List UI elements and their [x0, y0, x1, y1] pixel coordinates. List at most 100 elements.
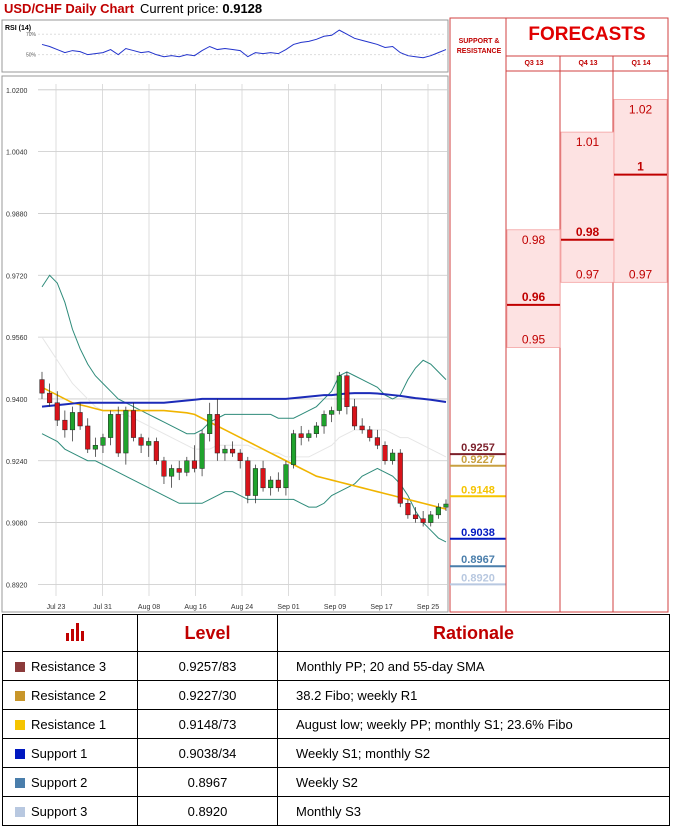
forecast-mid-label: 0.96 [522, 290, 546, 304]
y-tick-label: 0.9240 [6, 459, 28, 466]
row-name: Resistance 3 [31, 658, 107, 674]
candle-body [69, 412, 76, 431]
resistance-3-swatch [15, 661, 25, 672]
forecast-frame [505, 17, 669, 613]
candle-body [290, 433, 297, 465]
sma-100-line [41, 392, 447, 408]
forecasts-title: FORECASTS [528, 24, 646, 45]
candle-body [359, 425, 365, 431]
y-tick-label: 1.0200 [6, 88, 28, 95]
rsi-level-label: 50% [26, 53, 37, 59]
row-name: Resistance 1 [31, 716, 107, 732]
current-price: Current price: 0.9128 [140, 1, 262, 16]
x-tick-label: Jul 31 [93, 604, 112, 611]
row-rationale: Weekly S2 [277, 767, 670, 797]
candle-body [260, 468, 266, 489]
candle-body [397, 452, 403, 504]
support-resistance-header: SUPPORT & RESISTANCE [456, 38, 502, 55]
x-tick-label: Aug 08 [138, 604, 160, 611]
candle-body [374, 437, 380, 446]
sr-level-label: 0.8967 [461, 554, 495, 566]
table-row: Resistance 3 0.9257/83 Monthly PP; 20 an… [2, 651, 670, 681]
row-level: 0.9227/30 [137, 680, 278, 710]
forecast-low-label: 0.97 [629, 267, 653, 281]
x-tick-label: Sep 17 [370, 604, 392, 611]
support-3-swatch [15, 806, 25, 817]
table-header-level: Level [137, 614, 278, 652]
candle-body [245, 460, 251, 496]
row-rationale: Monthly S3 [277, 796, 670, 826]
x-tick-label: Aug 16 [184, 604, 206, 611]
rsi-line [41, 29, 447, 59]
rsi-label: RSI (14) [5, 25, 31, 32]
row-rationale: Weekly S1; monthly S2 [277, 738, 670, 768]
candle-body [443, 503, 449, 508]
candle-body [161, 460, 167, 477]
table-row: Support 3 0.8920 Monthly S3 [2, 796, 670, 826]
table-header-row: Level Rationale [2, 614, 670, 652]
bollinger-lower [41, 433, 447, 543]
candle-body [214, 414, 220, 454]
forecast-range [560, 131, 615, 283]
candle-body [306, 433, 312, 438]
y-tick-label: 0.9080 [6, 521, 28, 528]
levels-table: Level Rationale Resistance 3 0.9257/83 M… [2, 614, 670, 826]
forecast-mid-label: 0.98 [576, 225, 600, 239]
sr-level-label: 0.9257 [461, 442, 495, 454]
forecast-low-label: 0.95 [522, 332, 546, 346]
table-row: Support 1 0.9038/34 Weekly S1; monthly S… [2, 738, 670, 768]
support-2-swatch [15, 777, 25, 788]
forecast-range [613, 99, 668, 283]
candle-body [77, 412, 83, 427]
candle-body [382, 445, 388, 462]
candle-body [344, 375, 350, 407]
candle-body [321, 414, 327, 427]
forecast-low-label: 0.97 [576, 267, 600, 281]
candle-body [298, 433, 304, 438]
table-row: Resistance 2 0.9227/30 38.2 Fibo; weekly… [2, 680, 670, 710]
resistance-1-swatch [15, 719, 25, 730]
candle-body [108, 414, 114, 438]
row-rationale: August low; weekly PP; monthly S1; 23.6%… [277, 709, 670, 739]
candle-body [169, 468, 175, 477]
support-1-swatch [15, 748, 25, 759]
candle-body [329, 410, 335, 415]
candle-body [138, 437, 144, 446]
current-price-value: 0.9128 [222, 1, 263, 16]
candle-body [130, 410, 137, 438]
candle-body [367, 429, 373, 438]
row-level: 0.8967 [137, 767, 278, 797]
candle-body [275, 479, 281, 489]
table-row: Support 2 0.8967 Weekly S2 [2, 767, 670, 797]
x-tick-label: Sep 09 [324, 604, 346, 611]
quarter-q4-13: Q4 13 [578, 60, 598, 67]
sma-55-line [41, 386, 447, 510]
candle-body [268, 479, 274, 489]
bollinger-upper [41, 274, 447, 435]
row-level: 0.8920 [137, 796, 278, 826]
row-rationale: Monthly PP; 20 and 55-day SMA [277, 651, 670, 681]
forecast-mid-label: 1 [637, 160, 644, 174]
x-tick-label: Jul 23 [47, 604, 66, 611]
candle-body [85, 425, 91, 450]
current-price-label: Current price: [140, 1, 219, 16]
candle-body [283, 464, 289, 489]
candle-body [435, 506, 441, 516]
rsi-panel [1, 19, 449, 73]
x-tick-label: Sep 25 [417, 604, 439, 611]
candle-body [39, 379, 45, 394]
candle-body [412, 514, 419, 519]
candle-body [176, 468, 182, 473]
row-level: 0.9148/73 [137, 709, 278, 739]
row-name: Resistance 2 [31, 687, 107, 703]
y-tick-label: 0.9560 [6, 335, 28, 342]
bar-chart-icon [66, 622, 84, 641]
candle-body [199, 433, 205, 469]
row-name: Support 1 [31, 745, 88, 761]
sr-level-label: 0.8920 [461, 572, 495, 584]
sr-column [449, 17, 507, 613]
row-level: 0.9038/34 [137, 738, 278, 768]
y-tick-label: 0.9400 [6, 397, 28, 404]
candle-body [405, 503, 411, 516]
candle-body [100, 437, 106, 446]
